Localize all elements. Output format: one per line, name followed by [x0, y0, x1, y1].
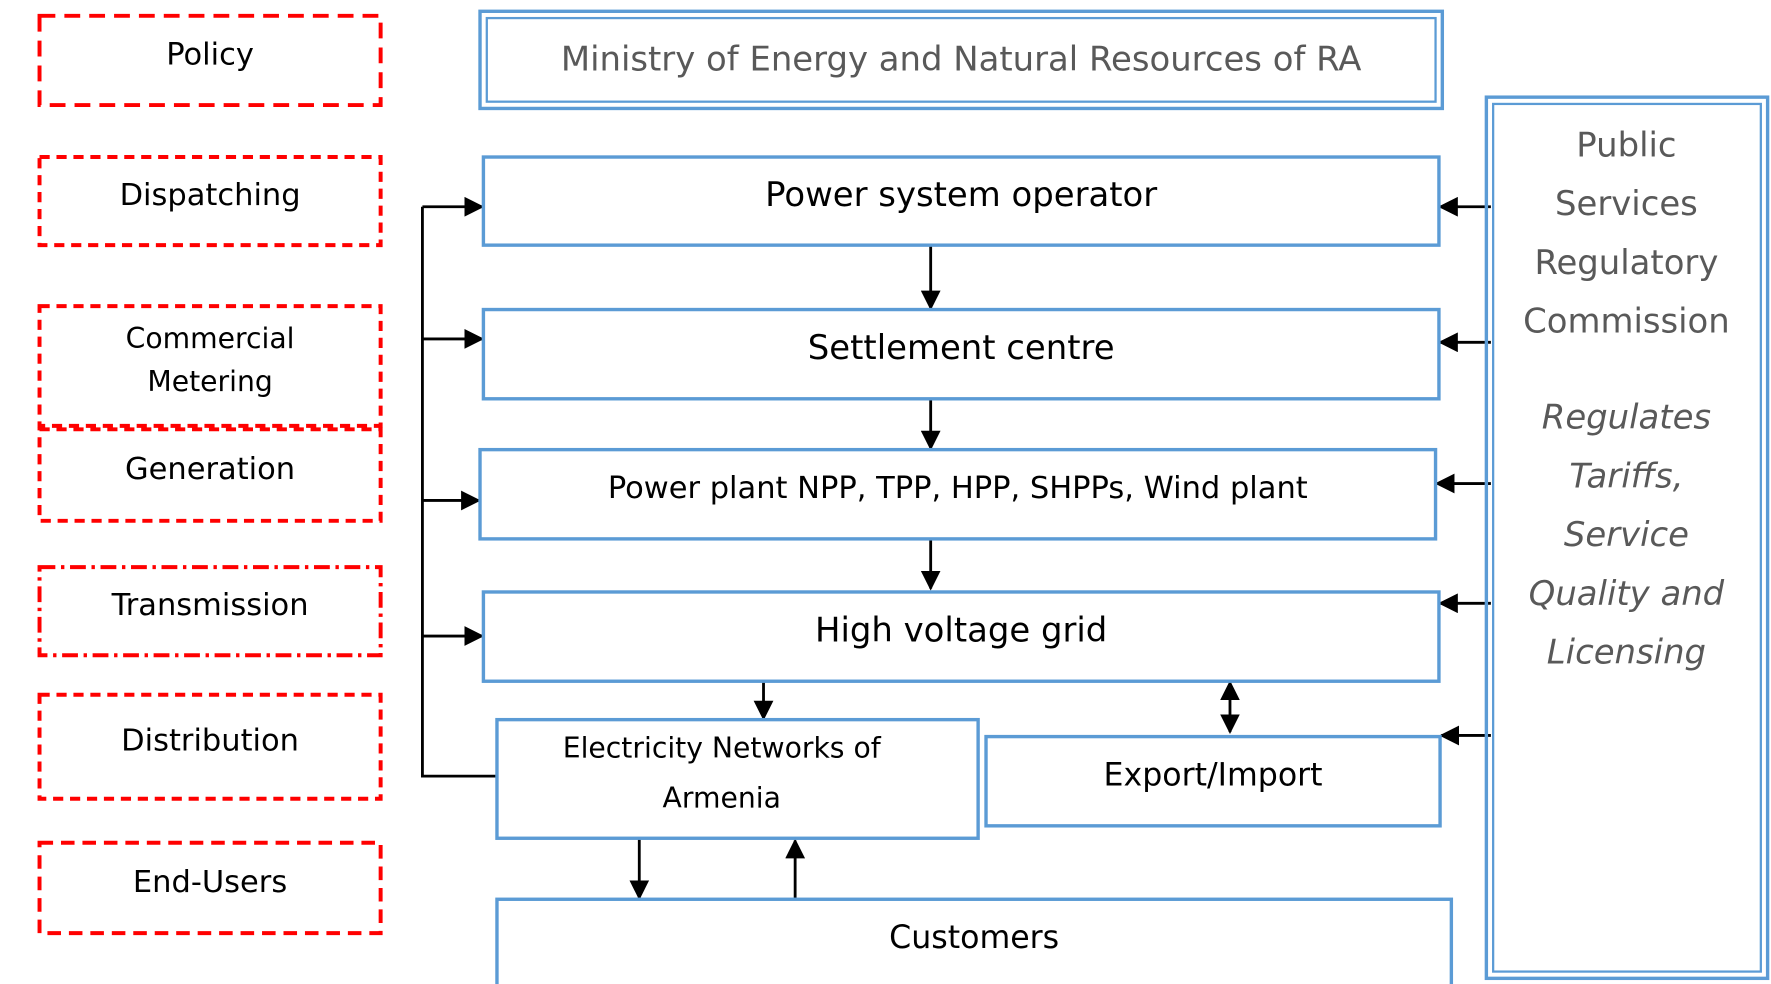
ministry-box [478, 9, 1445, 111]
regulator-role: Service [1564, 515, 1689, 554]
entity-label: Armenia [663, 781, 781, 814]
regulator-role: Regulates [1542, 398, 1711, 437]
entity-box [984, 734, 1442, 828]
bus-line [421, 206, 497, 778]
regulator-name: Public [1576, 125, 1676, 164]
entity-box [481, 590, 1441, 683]
regulator-name: Regulatory [1534, 243, 1718, 282]
role-label: Generation [125, 452, 295, 487]
role-label: Metering [147, 365, 272, 398]
role-box [37, 840, 383, 936]
role-box [37, 155, 383, 248]
entity-label: Electricity Networks of [563, 732, 882, 765]
entity-label: Customers [889, 920, 1059, 956]
role-box [37, 565, 383, 658]
ministry-box-inner [485, 16, 1437, 103]
regulator-role: Licensing [1547, 633, 1706, 672]
ministry-label: Ministry of Energy and Natural Resources… [561, 40, 1362, 79]
entity-label: Export/Import [1104, 758, 1323, 794]
regulator-box-inner [1492, 102, 1762, 973]
entity-label: Power plant NPP, TPP, HPP, SHPPs, Wind p… [608, 471, 1308, 506]
role-label: Distribution [121, 724, 299, 759]
entity-label: Power system operator [765, 175, 1157, 214]
entity-box [495, 717, 980, 840]
connectors [421, 196, 1491, 901]
role-box [37, 13, 383, 108]
entity-box [481, 307, 1441, 401]
regulator-name: Commission [1523, 302, 1730, 341]
entity-box [478, 447, 1438, 541]
entity-box [481, 155, 1441, 247]
regulator-box [1484, 95, 1770, 981]
role-label: Commercial [126, 322, 295, 355]
role-label: End-Users [133, 865, 287, 900]
role-label: Dispatching [120, 178, 301, 213]
entity-label: Settlement centre [808, 328, 1115, 367]
role-box [37, 692, 383, 801]
role-label: Transmission [111, 588, 309, 623]
role-box [37, 427, 383, 523]
regulator-name: Services [1555, 184, 1698, 223]
regulator-role: Tariffs, [1569, 456, 1683, 495]
entity-label: High voltage grid [815, 611, 1107, 650]
role-label: Policy [166, 37, 254, 72]
entity-box [495, 897, 1454, 984]
regulator-role: Quality and [1529, 574, 1725, 613]
role-box [37, 304, 383, 428]
